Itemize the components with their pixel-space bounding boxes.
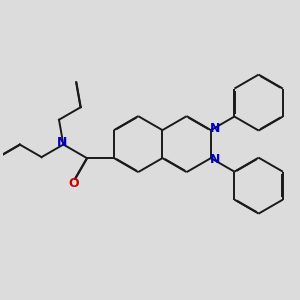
Text: O: O xyxy=(68,177,79,190)
Text: N: N xyxy=(209,153,220,166)
Text: N: N xyxy=(209,122,220,135)
Text: N: N xyxy=(57,136,67,149)
